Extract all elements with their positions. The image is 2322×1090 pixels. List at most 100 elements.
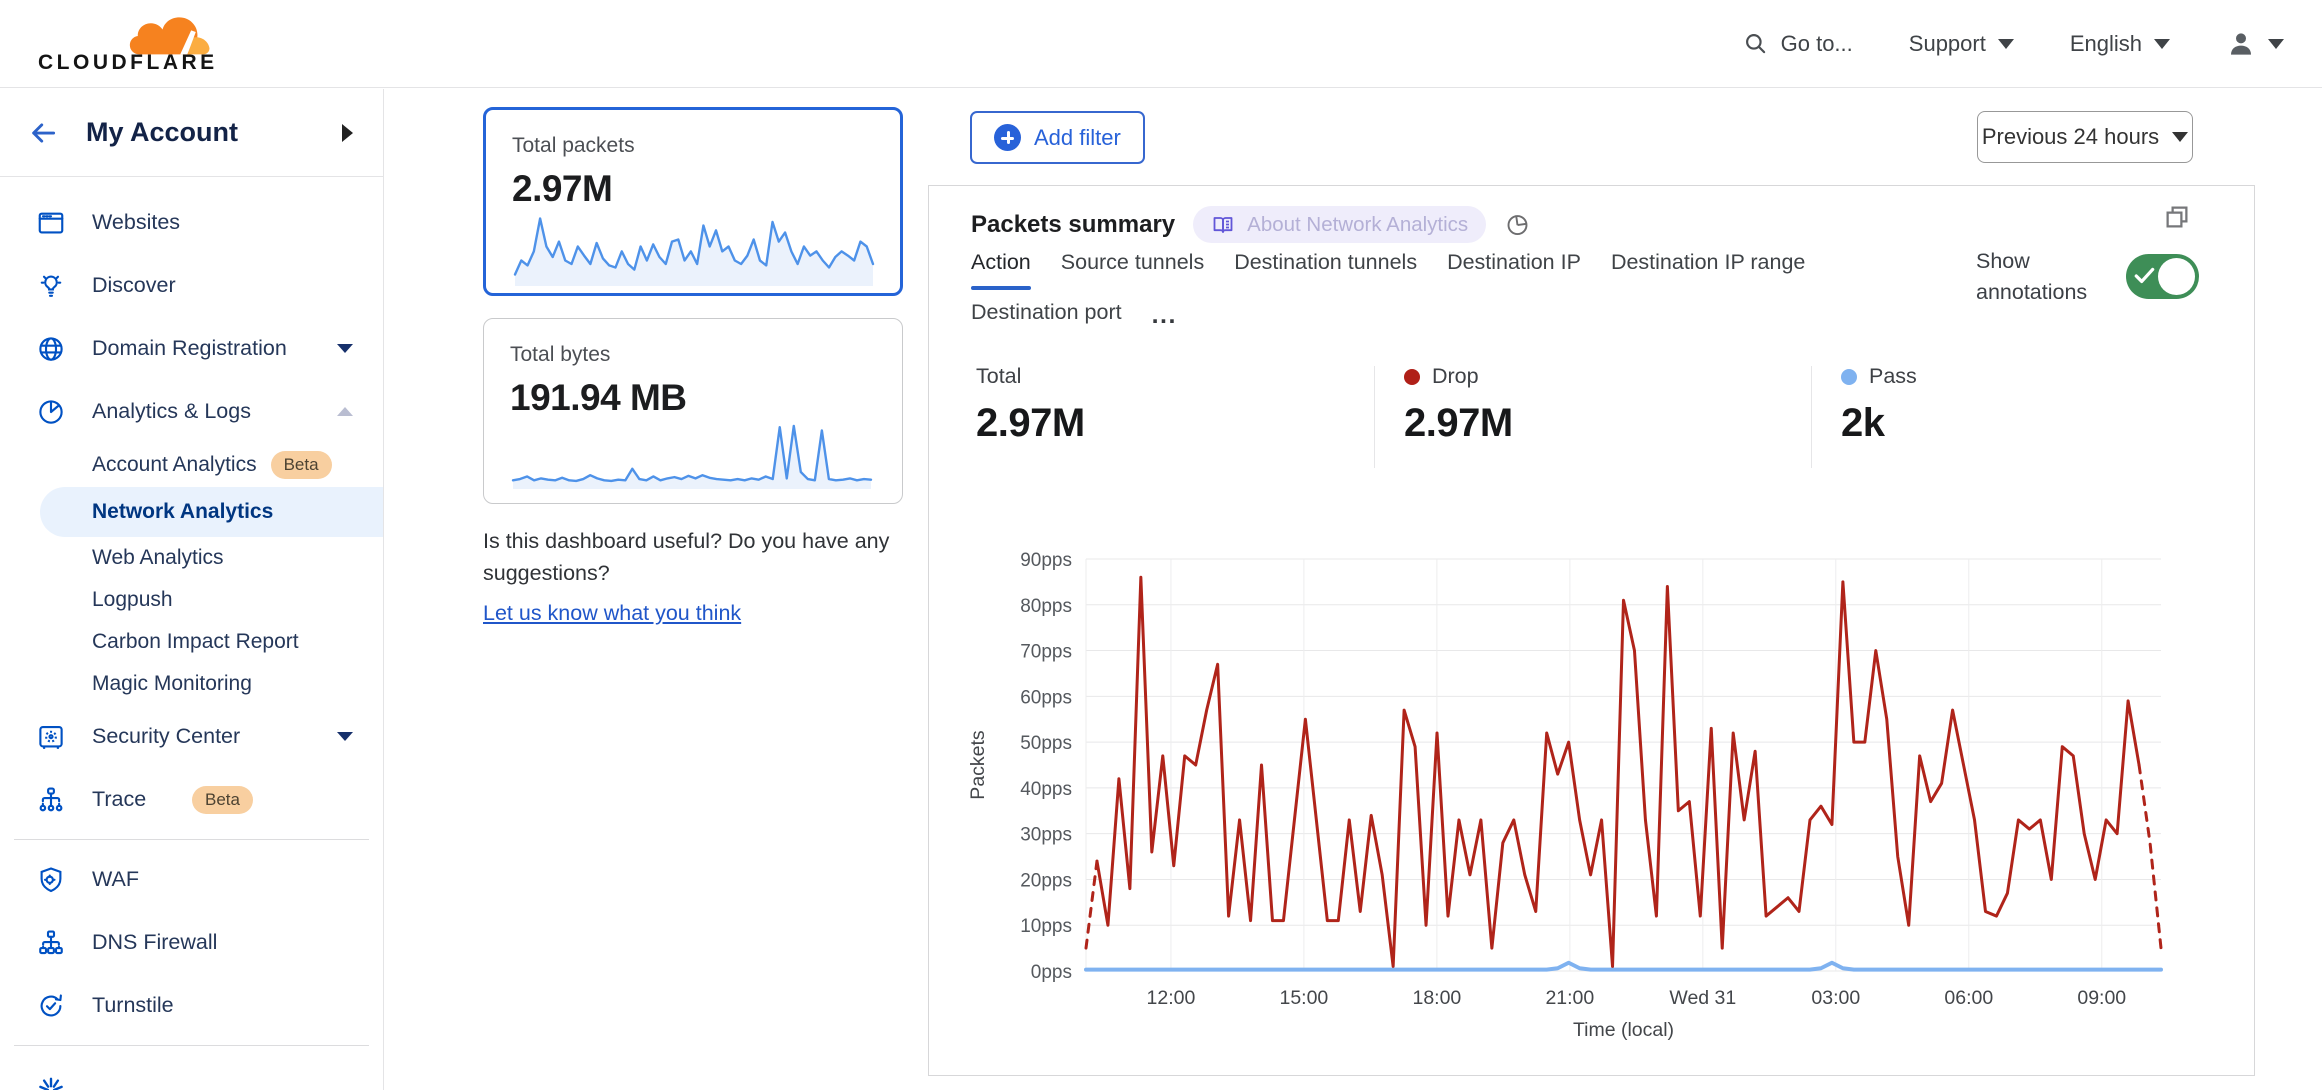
sidebar-item-network-analytics[interactable]: Network Analytics — [40, 487, 383, 537]
svg-text:20pps: 20pps — [1020, 870, 1072, 891]
sidebar-item-security-center[interactable]: Security Center — [0, 705, 383, 768]
chart-pie-icon[interactable] — [1504, 211, 1531, 238]
top-header: CLOUDFLARE Go to... Support English — [0, 0, 2322, 88]
sidebar-item-trace[interactable]: Trace Beta — [0, 768, 383, 831]
svg-text:12:00: 12:00 — [1147, 987, 1196, 1009]
sidebar-item-analytics-logs[interactable]: Analytics & Logs — [0, 380, 383, 443]
svg-text:30pps: 30pps — [1020, 825, 1072, 846]
sidebar-item-label: Logpush — [92, 588, 173, 611]
feedback-link[interactable]: Let us know what you think — [483, 600, 742, 625]
safe-icon — [39, 725, 63, 749]
stats-row: Total 2.97M Drop 2.97M Pass 2k — [929, 364, 2254, 474]
svg-text:09:00: 09:00 — [2077, 987, 2126, 1009]
globe-icon — [39, 336, 63, 361]
svg-text:Wed 31: Wed 31 — [1669, 987, 1736, 1009]
tab-source-tunnels[interactable]: Source tunnels — [1060, 250, 1205, 274]
sidebar-item-carbon-impact[interactable]: Carbon Impact Report — [0, 621, 383, 663]
sidebar-item-turnstile[interactable]: Turnstile — [0, 974, 383, 1037]
stat-divider — [1811, 366, 1812, 468]
sidebar-item-label: Account Analytics — [92, 453, 257, 476]
sidebar-item-discover[interactable]: Discover — [0, 254, 383, 317]
check-icon — [2134, 267, 2155, 284]
shield-gear-icon — [40, 866, 62, 892]
svg-text:Packets: Packets — [967, 730, 989, 800]
sidebar-item-logpush[interactable]: Logpush — [0, 579, 383, 621]
goto-label: Go to... — [1780, 30, 1853, 56]
pass-legend-dot — [1841, 368, 1857, 385]
sidebar-item-label: Turnstile — [92, 993, 174, 1017]
user-menu[interactable] — [2226, 29, 2284, 59]
chevron-up-icon — [337, 407, 353, 416]
sidebar-item-domain-registration[interactable]: Domain Registration — [0, 317, 383, 380]
sidebar-item-label: WAF — [92, 867, 139, 891]
sidebar-item-label: Analytics & Logs — [92, 399, 251, 423]
sidebar-item-account-analytics[interactable]: Account Analytics Beta — [0, 443, 383, 487]
total-bytes-sparkline — [511, 424, 873, 489]
caret-down-icon — [2154, 38, 2170, 49]
metric-title: Total bytes — [510, 343, 611, 366]
sidebar-item-websites[interactable]: Websites — [0, 191, 383, 254]
sidebar-item-web-analytics[interactable]: Web Analytics — [0, 537, 383, 579]
sidebar-item-label: Magic Monitoring — [92, 672, 252, 695]
svg-text:50pps: 50pps — [1020, 733, 1072, 754]
tab-action[interactable]: Action — [971, 250, 1031, 290]
total-bytes-card[interactable]: Total bytes 191.94 MB — [483, 318, 903, 504]
stat-pass: Pass 2k — [1841, 364, 1917, 446]
summary-title: Packets summary — [971, 210, 1176, 238]
tab-destination-ip-range[interactable]: Destination IP range — [1610, 250, 1806, 274]
stat-label: Drop — [1432, 364, 1479, 388]
goto-search[interactable]: Go to... — [1743, 31, 1853, 57]
summary-tabs: Action Source tunnels Destination tunnel… — [971, 250, 1805, 290]
hierarchy-icon — [39, 929, 63, 954]
sidebar-item-label: Network Analytics — [92, 500, 274, 523]
expand-icon[interactable] — [2162, 202, 2192, 232]
support-menu[interactable]: Support — [1909, 31, 2014, 57]
beta-badge: Beta — [270, 451, 332, 479]
tab-destination-port[interactable]: Destination port — [971, 300, 1122, 324]
beta-badge: Beta — [192, 785, 253, 814]
cloudflare-cloud-icon — [129, 16, 210, 54]
tab-destination-tunnels[interactable]: Destination tunnels — [1234, 250, 1418, 274]
show-annotations-label: Show annotations — [1976, 249, 2088, 305]
add-filter-label: Add filter — [1034, 124, 1121, 150]
language-menu[interactable]: English — [2070, 31, 2170, 57]
sidebar-item-label: Web Analytics — [92, 546, 224, 569]
time-range-dropdown[interactable]: Previous 24 hours — [1977, 111, 2193, 163]
about-network-analytics-pill[interactable]: About Network Analytics — [1193, 206, 1487, 243]
sidebar: My Account Websites Discover Domain Regi… — [0, 89, 384, 1090]
bulb-icon — [40, 275, 62, 297]
summary-tabs-row2: Destination port ... — [971, 300, 1177, 340]
starburst-icon[interactable] — [36, 1075, 66, 1090]
svg-text:40pps: 40pps — [1020, 779, 1072, 800]
packets-summary-card: Packets summary About Network Analytics … — [928, 185, 2255, 1076]
back-arrow-icon[interactable] — [26, 118, 60, 148]
stat-divider — [1374, 366, 1375, 468]
caret-down-icon — [2172, 132, 2189, 142]
feedback-block: Is this dashboard useful? Do you have an… — [483, 526, 933, 629]
account-title: My Account — [86, 117, 239, 147]
sidebar-item-dns-firewall[interactable]: DNS Firewall — [0, 911, 383, 974]
support-label: Support — [1908, 30, 1986, 56]
tab-destination-ip[interactable]: Destination IP — [1447, 250, 1581, 274]
browser-icon — [38, 212, 64, 233]
sidebar-item-waf[interactable]: WAF — [0, 848, 383, 911]
packets-chart-area: 0pps 10pps 20pps 30pps 40pps 50pps 60pps 70pps 8… — [946, 546, 2236, 1051]
user-icon — [2231, 32, 2251, 55]
total-packets-card[interactable]: Total packets 2.97M — [483, 107, 903, 296]
svg-text:06:00: 06:00 — [1944, 987, 1993, 1009]
plus-icon — [994, 124, 1021, 151]
annotations-toggle[interactable] — [2126, 254, 2199, 299]
sidebar-item-magic-monitoring[interactable]: Magic Monitoring — [0, 663, 383, 705]
chevron-right-icon[interactable] — [342, 123, 353, 142]
caret-down-icon — [1997, 38, 2014, 49]
metric-value: 2.97M — [512, 168, 613, 209]
trace-icon — [39, 786, 63, 811]
svg-text:10pps: 10pps — [1020, 916, 1072, 937]
svg-text:21:00: 21:00 — [1545, 987, 1594, 1009]
add-filter-button[interactable]: Add filter — [970, 111, 1145, 164]
stat-value: 2.97M — [976, 401, 1085, 445]
tabs-overflow-button[interactable]: ... — [1151, 301, 1177, 329]
caret-down-icon — [2268, 38, 2284, 49]
pie-chart-icon — [39, 399, 63, 424]
cloudflare-logo[interactable]: CLOUDFLARE — [38, 9, 214, 79]
